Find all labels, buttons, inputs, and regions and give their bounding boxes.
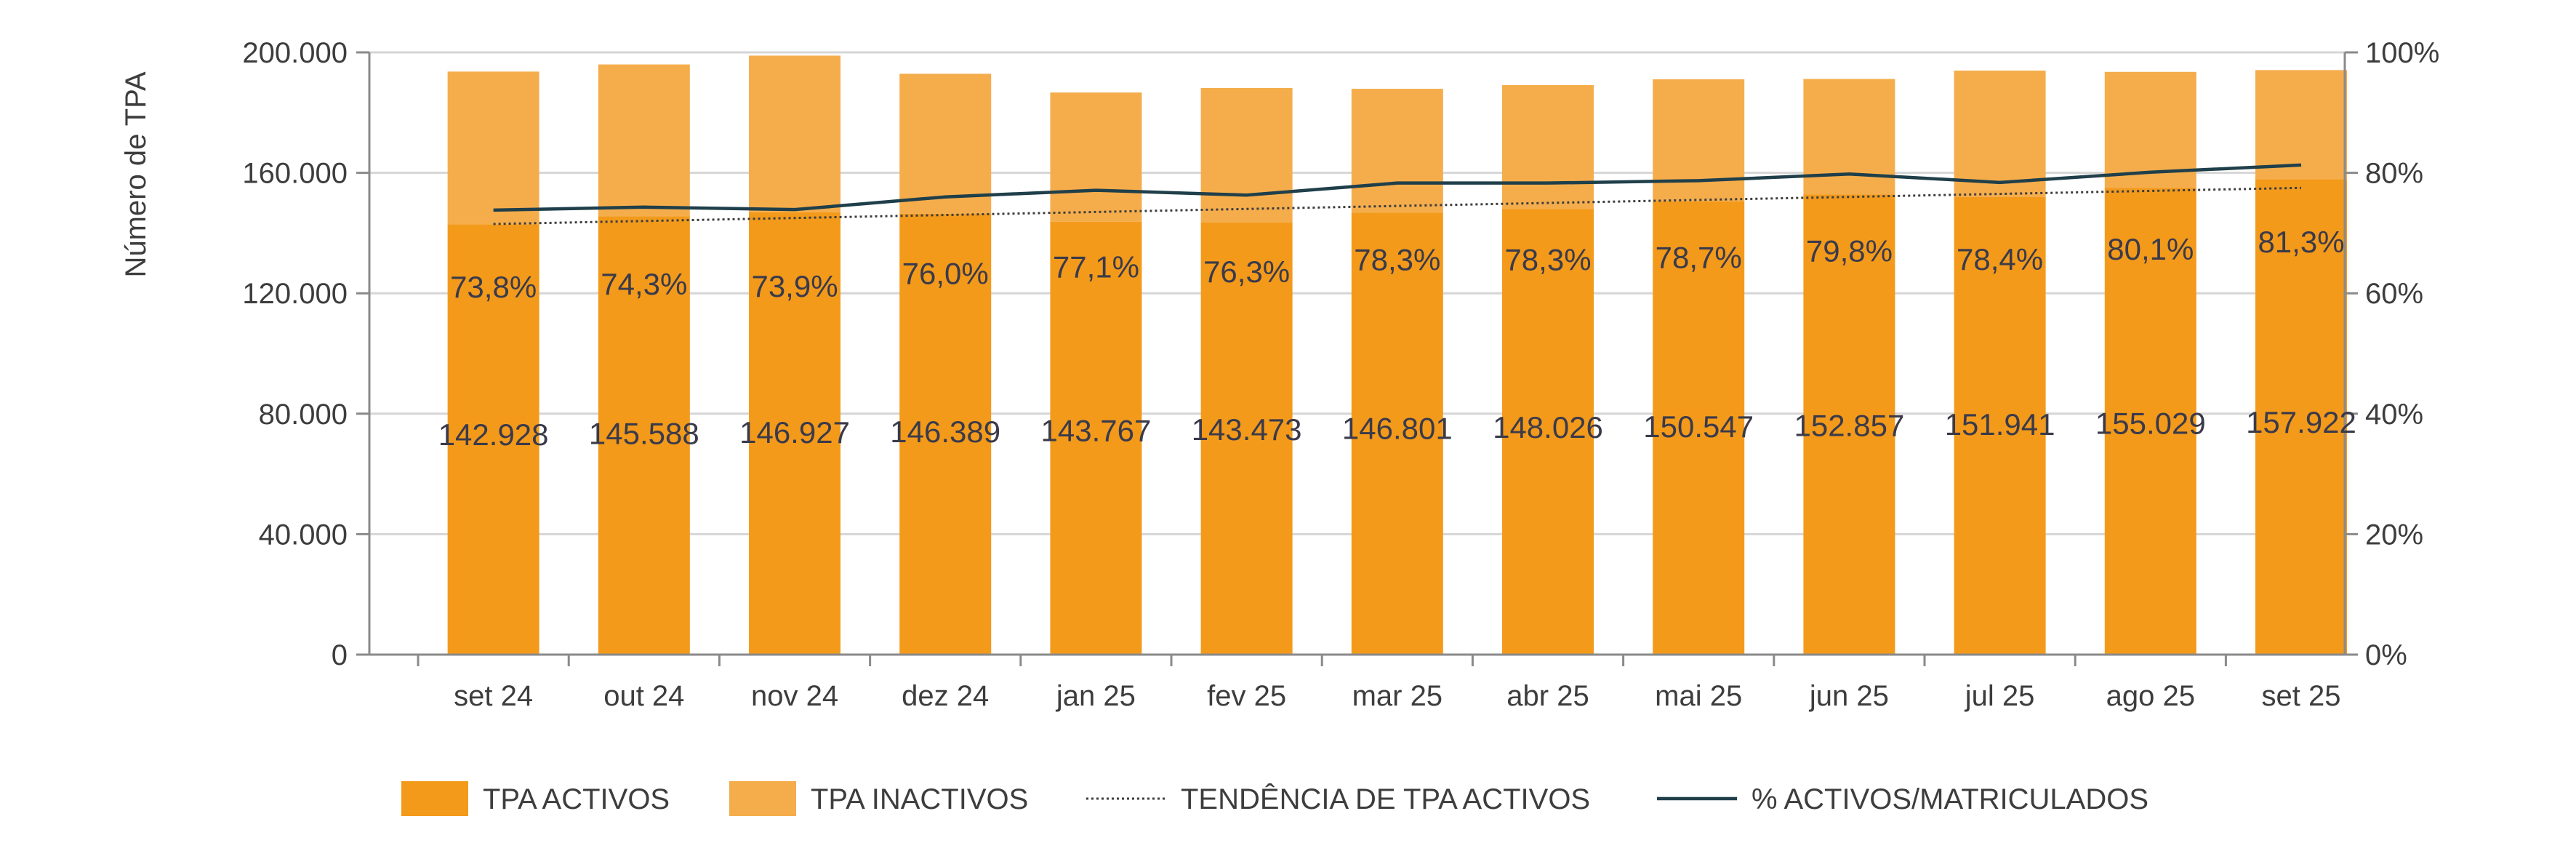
percent-label: 78,4% [1957, 242, 2043, 276]
bar-inactive [2104, 71, 2196, 188]
percent-label: 76,0% [902, 257, 989, 291]
active-value-label: 146.801 [1342, 412, 1453, 446]
x-tick-label: set 24 [454, 680, 533, 712]
bar-active [1803, 194, 1895, 655]
bar-active [1351, 212, 1443, 655]
bar-active [1653, 201, 1745, 655]
axes: 0 40.000 80.000 120.000 160.000 200.000 0% 20% 4… [242, 37, 2439, 712]
bar-inactive [447, 71, 539, 225]
x-tick-label: fev 25 [1207, 680, 1286, 712]
y2-tick-label: 20% [2365, 519, 2423, 551]
bar-inactive [598, 64, 690, 217]
percent-label: 77,1% [1053, 250, 1139, 284]
percent-label: 81,3% [2258, 225, 2344, 259]
x-tick-label: mai 25 [1655, 680, 1742, 712]
active-value-label: 152.857 [1794, 408, 1904, 442]
bar-inactive [1954, 71, 2046, 197]
bars [447, 55, 2347, 655]
active-value-label: 146.927 [739, 415, 850, 450]
active-value-label: 150.547 [1643, 409, 1754, 444]
lines [493, 163, 2302, 225]
bar-inactive [1200, 87, 1293, 223]
active-value-label: 143.767 [1041, 413, 1152, 447]
percent-label: 78,3% [1354, 243, 1440, 277]
bar-inactive [899, 73, 992, 214]
legend: TPA ACTIVOS TPA INACTIVOS TENDÊNCIA DE TPA… [401, 781, 2148, 816]
active-value-label: 151.941 [1945, 407, 2055, 442]
x-tick-label: set 25 [2262, 680, 2341, 712]
bar-active [447, 224, 539, 655]
data-labels: 142.928 145.588 146.927 146.389 143.767 143.4… [438, 225, 2356, 452]
bar-active [2104, 188, 2196, 655]
percent-label: 74,3% [601, 267, 687, 301]
bar-inactive [1050, 92, 1142, 222]
x-tick-label: dez 24 [902, 680, 989, 712]
percent-label: 79,8% [1806, 233, 1893, 268]
bar-active [899, 213, 992, 655]
trend-line [493, 186, 2302, 225]
percent-label: 76,3% [1203, 255, 1290, 289]
legend-label: TENDÊNCIA DE TPA ACTIVOS [1181, 783, 1590, 815]
x-tick-label: nov 24 [751, 680, 838, 712]
bar-active [2255, 179, 2347, 655]
active-value-label: 146.389 [890, 415, 1000, 449]
percent-label: 73,8% [450, 270, 537, 304]
bar-active [598, 216, 690, 655]
bar-inactive [2255, 70, 2347, 180]
x-tick-label: jan 25 [1056, 680, 1136, 712]
percent-label: 78,3% [1504, 243, 1591, 277]
x-tick-label: jul 25 [1965, 680, 2035, 712]
percent-label: 73,9% [751, 269, 838, 303]
legend-swatch [729, 781, 796, 816]
y-tick-label: 80.000 [259, 399, 348, 431]
y2-tick-label: 0% [2365, 639, 2407, 671]
legend-swatch [401, 781, 468, 816]
y-tick-label: 200.000 [242, 37, 348, 69]
active-value-label: 145.588 [589, 417, 699, 451]
percent-line [493, 163, 2302, 212]
active-value-label: 155.029 [2095, 407, 2206, 441]
active-value-label: 157.922 [2246, 405, 2356, 439]
bar-inactive [1653, 79, 1745, 201]
y2-tick-label: 40% [2365, 399, 2423, 431]
legend-label: TPA INACTIVOS [811, 783, 1028, 815]
x-tick-label: mar 25 [1352, 680, 1443, 712]
bar-inactive [1351, 89, 1443, 213]
bar-active [1050, 221, 1142, 655]
percent-label: 80,1% [2107, 232, 2194, 266]
y2-tick-label: 60% [2365, 278, 2423, 310]
y2-tick-label: 100% [2365, 37, 2439, 69]
x-tick-label: jun 25 [1809, 680, 1889, 712]
bar-active [1954, 196, 2046, 655]
y2-tick-label: 80% [2365, 158, 2423, 190]
bar-active [1200, 223, 1293, 655]
x-tick-label: out 24 [603, 680, 684, 712]
percent-label: 78,7% [1656, 240, 1742, 274]
bar-inactive [749, 55, 841, 212]
active-value-label: 142.928 [438, 417, 549, 452]
x-tick-label: abr 25 [1506, 680, 1589, 712]
legend-label: % ACTIVOS/MATRICULADOS [1752, 783, 2148, 815]
active-value-label: 148.026 [1493, 410, 1603, 444]
y-tick-label: 120.000 [242, 278, 348, 310]
bar-inactive [1502, 85, 1594, 209]
y-tick-label: 160.000 [242, 158, 348, 190]
active-value-label: 143.473 [1192, 412, 1302, 447]
x-tick-label: ago 25 [2106, 680, 2195, 712]
y-tick-label: 40.000 [259, 519, 348, 551]
y-tick-label: 0 [332, 639, 348, 671]
legend-label: TPA ACTIVOS [483, 783, 670, 815]
bar-active [749, 212, 841, 655]
y-axis-title: Número de TPA [120, 71, 152, 277]
bar-active [1502, 209, 1594, 655]
